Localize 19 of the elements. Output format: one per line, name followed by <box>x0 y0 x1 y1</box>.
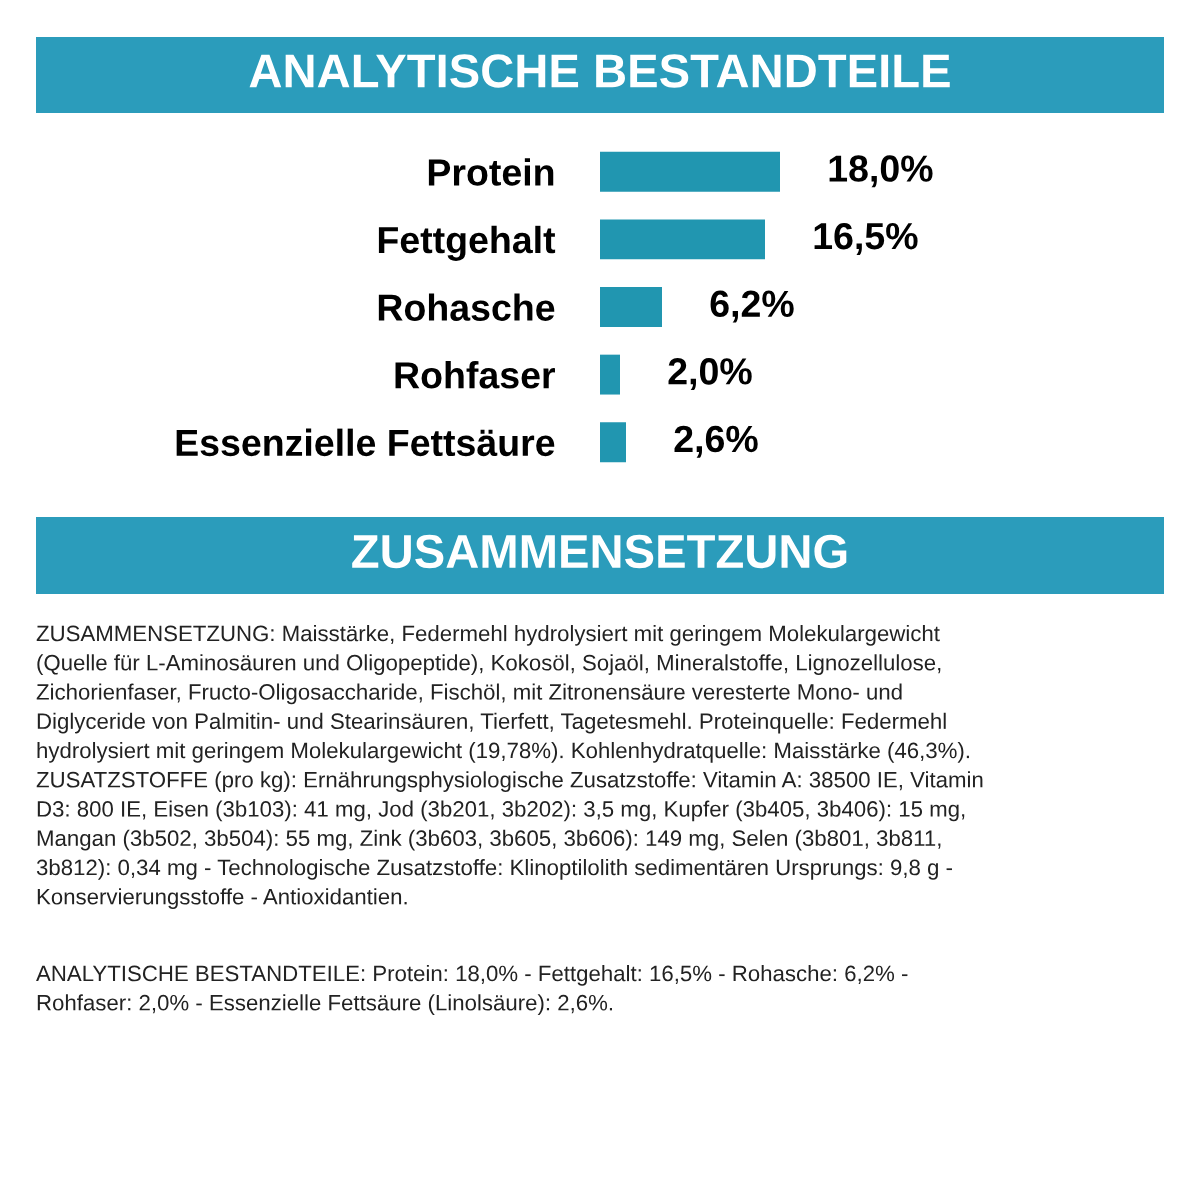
data-label: 6,2% <box>710 290 794 323</box>
data-label: 18,0% <box>829 155 933 188</box>
text: ZUSAMMENSETZUNG: Maisstärke, Federmehl hydrolysiert mit geringem Molekulargewicht (Quelle für L-Aminosäuren und Oligopeptide), Kokosöl, Sojaöl, Mineralstoffe, Lignozellulose, Zichorienfaser, Fructo-Oligosaccharide, Fischöl, mit Zitronensäure veresterte Mono- und Diglyceride von Palmitin- und Stearinsäuren, Tierfett, Tagetesmehl. Proteinquelle: Federmehl hydrolysiert mit geringem Molekulargewicht (19,78%). Kohlenhydratquelle: Maisstärke (46,3%). ZUSATZSTOFFE (pro kg): Ernährungsphysiologische Zusatzstoffe: Vitamin A: 38500 IE, Vitamin D3: 800 IE, Eisen (3b103): 41 mg, Jod (3b201, 3b202): 3,5 mg, Kupfer (3b405, 3b406): 15 mg, Mangan (3b502, 3b504): 55 mg, Zink (3b603, 3b605, 3b606): 149 mg, Selen (3b801, 3b811, 3b812): 0,34 mg - Technologische Zusatzstoffe: Klinoptilolith sedimentären Ursprungs: 9,8 g - Konservierungsstoffe - Antioxidantien. <box>36 625 983 909</box>
y-tick-label: Rohasche <box>378 293 555 321</box>
bar <box>600 219 765 260</box>
bar <box>600 422 626 463</box>
data-label: 16,5% <box>814 222 918 255</box>
y-tick-label: Essenzielle Fettsäure <box>176 428 555 457</box>
text: ANALYTISCHE BESTANDTEILE: Protein: 18,0% - Fettgehalt: 16,5% - Rohasche: 6,2% - Rohfaser: 2,0% - Essenzielle Fettsäure (Linolsäure): 2,6%. <box>36 965 908 1015</box>
bar <box>600 151 780 192</box>
y-tick-label: Fettgehalt <box>378 225 556 261</box>
data-label: 2,0% <box>668 358 752 391</box>
bar <box>600 287 662 327</box>
y-tick-label: Protein <box>428 158 554 186</box>
y-tick-label: Rohfaser <box>395 361 555 389</box>
bar <box>600 354 620 395</box>
chart-title: ANALYTISCHE BESTANDTEILE <box>249 54 950 88</box>
text: ZUSAMMENSETZUNG <box>352 534 847 569</box>
data-label: 2,6% <box>674 425 758 458</box>
